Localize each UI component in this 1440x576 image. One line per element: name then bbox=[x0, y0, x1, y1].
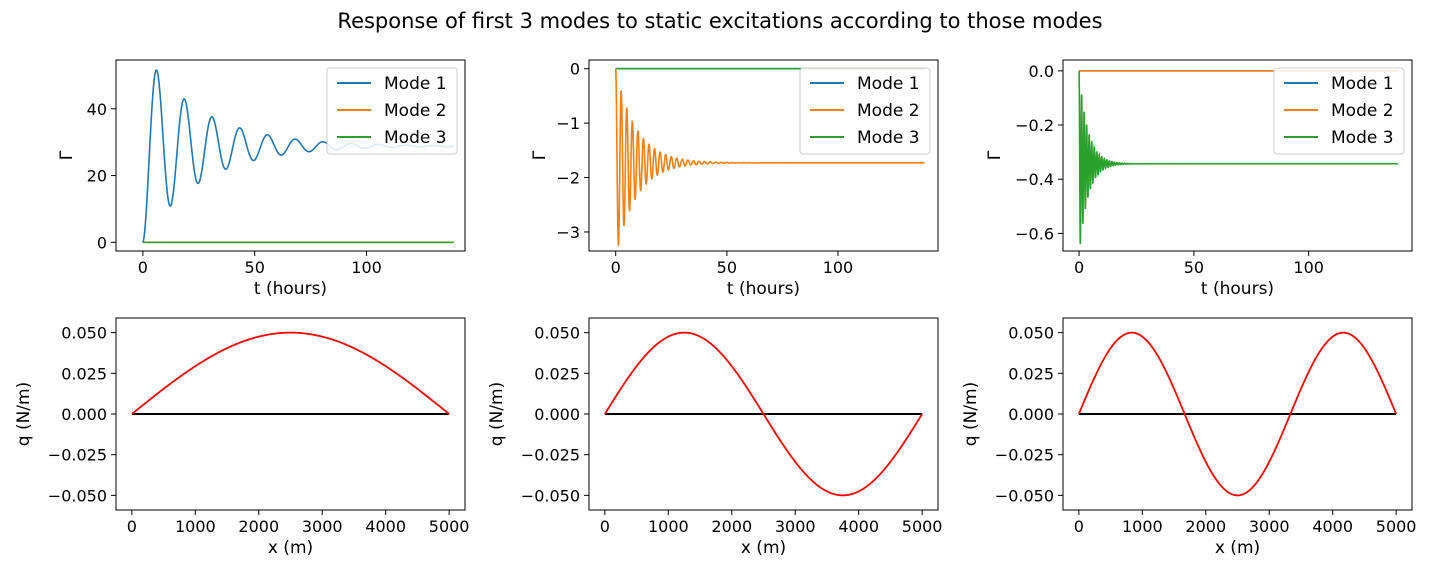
subplot-4: 0 1000 2000 3000 4000 5000 0.050 0.025 0.000 −0.0… bbox=[14, 317, 470, 558]
legend-entry: Mode 3 bbox=[1331, 128, 1394, 148]
y-tick-label: −0.050 bbox=[995, 486, 1054, 505]
y-axis-label: Γ bbox=[530, 150, 550, 160]
x-tick-label: 0 bbox=[1074, 258, 1084, 277]
series-line-mode-3 bbox=[1078, 70, 1399, 245]
x-tick-label: 0 bbox=[611, 258, 621, 277]
y-tick-label: −0.025 bbox=[995, 446, 1054, 465]
y-axis-label: q (N/m) bbox=[487, 382, 507, 446]
x-tick-label: 1000 bbox=[175, 517, 216, 536]
x-tick-label: 3000 bbox=[775, 517, 816, 536]
axes-frame bbox=[588, 59, 939, 252]
x-tick-label: 3000 bbox=[302, 517, 343, 536]
x-tick-label: 2000 bbox=[711, 517, 752, 536]
y-tick-label: 0.050 bbox=[534, 324, 580, 343]
x-tick-label: 100 bbox=[823, 258, 854, 277]
x-axis-label: x (m) bbox=[741, 538, 786, 558]
y-tick-label: 40 bbox=[87, 100, 107, 119]
x-tick-label: 3000 bbox=[1249, 517, 1290, 536]
y-tick-label: 0.000 bbox=[534, 405, 580, 424]
load-curve bbox=[131, 331, 450, 415]
y-tick-label: 0.025 bbox=[61, 364, 107, 383]
x-tick-label: 0 bbox=[127, 517, 137, 536]
x-tick-label: 2000 bbox=[238, 517, 279, 536]
x-axis-label: x (m) bbox=[1215, 538, 1260, 558]
legend-entry: Mode 2 bbox=[857, 101, 920, 121]
x-tick-label: 0 bbox=[138, 258, 148, 277]
axes-frame bbox=[115, 59, 466, 252]
y-tick-label: −0.050 bbox=[48, 486, 107, 505]
x-tick-label: 50 bbox=[717, 258, 737, 277]
legend-entry: Mode 1 bbox=[857, 74, 920, 94]
legend: Mode 1 Mode 2 Mode 3 bbox=[1273, 67, 1405, 155]
x-tick-label: 100 bbox=[1293, 258, 1324, 277]
x-tick-label: 0 bbox=[1074, 517, 1084, 536]
x-tick-label: 4000 bbox=[838, 517, 879, 536]
x-axis-label: x (m) bbox=[268, 538, 313, 558]
legend-box bbox=[326, 67, 458, 155]
y-tick-label: −3 bbox=[556, 223, 580, 242]
y-tick-label: 0.050 bbox=[61, 324, 107, 343]
x-tick-label: 100 bbox=[351, 258, 382, 277]
y-axis-label: Γ bbox=[57, 150, 77, 160]
x-tick-label: 5000 bbox=[902, 517, 943, 536]
subplot-6: 0 1000 2000 3000 4000 5000 0.050 0.025 0.000 −0.0… bbox=[961, 317, 1417, 558]
y-tick-label: 0.000 bbox=[1008, 405, 1054, 424]
y-tick-label: −2 bbox=[556, 169, 580, 188]
series-line-mode-2 bbox=[614, 68, 925, 247]
x-tick-label: 1000 bbox=[648, 517, 689, 536]
legend-entry: Mode 1 bbox=[384, 74, 447, 94]
y-tick-label: 0.0 bbox=[1029, 62, 1054, 81]
figure-title: Response of first 3 modes to static exci… bbox=[337, 9, 1102, 33]
y-axis-label: q (N/m) bbox=[961, 382, 981, 446]
y-tick-label: 0 bbox=[570, 60, 580, 79]
x-axis-label: t (hours) bbox=[254, 279, 327, 299]
y-tick-label: 0.000 bbox=[61, 405, 107, 424]
load-curve bbox=[1078, 331, 1397, 497]
x-axis-label: t (hours) bbox=[727, 279, 800, 299]
subplot-5: 0 1000 2000 3000 4000 5000 0.050 0.025 0.000 −0.0… bbox=[487, 317, 943, 558]
x-tick-label: 2000 bbox=[1185, 517, 1226, 536]
y-axis-label: Γ bbox=[985, 150, 1005, 160]
load-curve bbox=[604, 331, 923, 497]
y-tick-label: 0.025 bbox=[1008, 364, 1054, 383]
x-tick-label: 1000 bbox=[1122, 517, 1163, 536]
y-tick-label: −0.2 bbox=[1015, 116, 1054, 135]
y-axis-label: q (N/m) bbox=[14, 382, 34, 446]
legend-box bbox=[1273, 67, 1405, 155]
y-tick-label: −0.025 bbox=[48, 446, 107, 465]
y-tick-label: −1 bbox=[556, 114, 580, 133]
x-tick-label: 4000 bbox=[365, 517, 406, 536]
y-tick-label: 20 bbox=[87, 167, 107, 186]
x-tick-label: 4000 bbox=[1312, 517, 1353, 536]
plot-area bbox=[604, 331, 923, 497]
legend-entry: Mode 2 bbox=[1331, 101, 1394, 121]
y-tick-label: −0.025 bbox=[521, 446, 580, 465]
plot-area bbox=[1078, 331, 1397, 497]
y-tick-label: −0.4 bbox=[1015, 170, 1054, 189]
plot-area bbox=[131, 331, 450, 415]
legend-entry: Mode 3 bbox=[857, 128, 920, 148]
y-tick-label: 0 bbox=[97, 233, 107, 252]
x-tick-label: 50 bbox=[1184, 258, 1204, 277]
legend-box bbox=[799, 67, 931, 155]
x-tick-label: 5000 bbox=[429, 517, 470, 536]
legend: Mode 1 Mode 2 Mode 3 bbox=[799, 67, 931, 155]
subplot-1: 0 50 100 0 20 40 t (hours) Γ Mode 1 Mode 2 Mode 3 bbox=[57, 59, 466, 299]
y-tick-label: 0.025 bbox=[534, 364, 580, 383]
axes-frame bbox=[1062, 59, 1413, 252]
y-tick-label: −0.6 bbox=[1015, 224, 1054, 243]
legend: Mode 1 Mode 2 Mode 3 bbox=[326, 67, 458, 155]
y-tick-label: −0.050 bbox=[521, 486, 580, 505]
x-tick-label: 50 bbox=[245, 258, 265, 277]
legend-entry: Mode 2 bbox=[384, 101, 447, 121]
legend-entry: Mode 1 bbox=[1331, 74, 1394, 94]
x-axis-label: t (hours) bbox=[1201, 279, 1274, 299]
x-tick-label: 0 bbox=[600, 517, 610, 536]
legend-entry: Mode 3 bbox=[384, 128, 447, 148]
x-tick-label: 5000 bbox=[1376, 517, 1417, 536]
y-tick-label: 0.050 bbox=[1008, 324, 1054, 343]
